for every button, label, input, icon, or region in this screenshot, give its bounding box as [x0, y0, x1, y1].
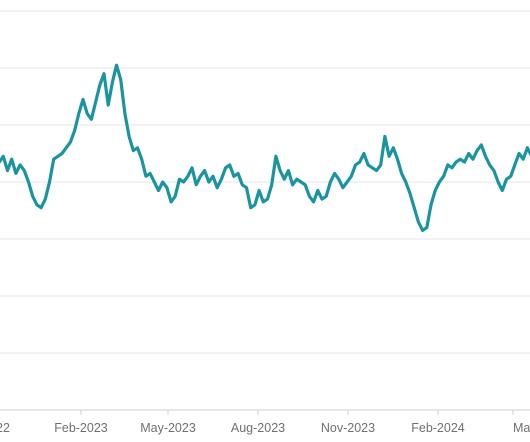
x-tick-label: 2022 — [0, 421, 10, 435]
x-tick-label: Aug-2023 — [231, 421, 285, 435]
series-line — [0, 63, 530, 232]
grid-lines — [0, 10, 530, 411]
x-tick-label: Feb-2024 — [411, 421, 465, 435]
series-layer — [0, 63, 530, 232]
x-axis-ticks: 2022 Feb-2023 May-2023 Aug-2023 Nov-2023 Feb-… — [0, 410, 530, 435]
x-tick-label: May-2 — [513, 421, 530, 435]
x-tick-label: May-2023 — [140, 421, 196, 435]
x-tick-label: Nov-2023 — [321, 421, 375, 435]
x-tick-label: Feb-2023 — [54, 421, 108, 435]
